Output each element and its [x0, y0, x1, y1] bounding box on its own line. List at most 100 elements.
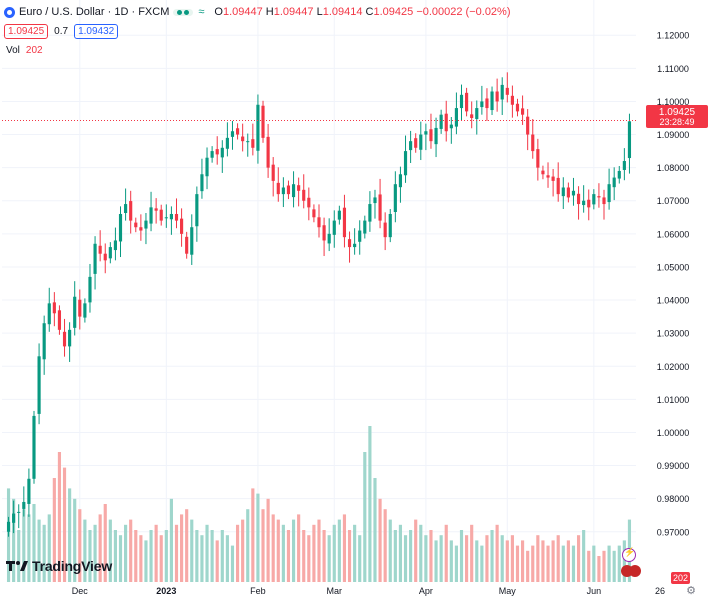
volume-bar	[271, 514, 275, 582]
volume-bar	[261, 509, 265, 582]
volume-legend[interactable]: Vol 202	[6, 45, 43, 56]
volume-bar	[215, 540, 219, 582]
candle-body	[429, 129, 433, 142]
euro-flag-icon	[4, 6, 15, 18]
candle-body	[286, 185, 291, 195]
volume-bar	[373, 478, 377, 582]
sell-price-button[interactable]: 1.09425	[4, 24, 49, 39]
price-tick-label: 1.02000	[657, 362, 690, 372]
price-tick-label: 1.04000	[657, 296, 690, 306]
compare-icon[interactable]: ≈	[198, 6, 205, 18]
candle-body	[174, 213, 179, 221]
volume-bar	[429, 530, 433, 582]
candle-body	[88, 276, 92, 303]
volume-bar	[541, 540, 545, 582]
volume-bar	[368, 426, 372, 582]
market-status-icon[interactable]	[173, 8, 194, 16]
candle-body	[551, 176, 555, 181]
candle-body	[561, 187, 565, 197]
volume-bar	[622, 540, 626, 582]
volume-bar	[291, 519, 296, 582]
volume-bar	[388, 519, 392, 582]
chart-header: Euro / U.S. Dollar · 1D · FXCM ≈ O1.0944…	[4, 4, 511, 39]
candle-body	[510, 95, 514, 105]
volume-bar	[480, 545, 484, 582]
buy-price-button[interactable]: 1.09432	[74, 24, 119, 39]
volume-bar	[225, 535, 229, 582]
volume-bar	[607, 545, 611, 582]
candle-body	[505, 87, 509, 95]
candle-body	[281, 187, 285, 195]
candle-body	[327, 233, 331, 244]
price-tick-label: 0.99000	[657, 461, 690, 471]
candle-body	[256, 104, 260, 151]
candle-body	[475, 108, 479, 119]
volume-bar	[561, 545, 565, 582]
price-tick-label: 1.10000	[657, 97, 690, 107]
volume-bars	[6, 426, 632, 582]
volume-bar	[444, 524, 448, 582]
volume-bar	[551, 540, 555, 582]
volume-bar	[571, 545, 576, 582]
volume-bar	[52, 478, 56, 582]
candle-body	[200, 174, 204, 192]
eu-flag-icon[interactable]	[629, 565, 641, 577]
volume-bar	[597, 556, 601, 582]
time-tick-label: Mar	[327, 586, 343, 596]
time-tick-label: Feb	[250, 586, 266, 596]
candle-body	[12, 513, 16, 523]
volume-bar	[454, 545, 458, 582]
candle-body	[393, 184, 397, 213]
symbol-title[interactable]: Euro / U.S. Dollar · 1D · FXCM	[19, 6, 170, 18]
candle-body	[205, 157, 209, 177]
volume-bar	[200, 535, 204, 582]
candle-body	[52, 302, 56, 314]
event-bolt-icon[interactable]	[622, 547, 636, 562]
volume-bar	[12, 498, 16, 582]
candle-body	[332, 220, 336, 235]
candle-body	[62, 331, 67, 347]
time-tick-label: 26	[655, 586, 665, 596]
candle-body	[144, 220, 148, 229]
volume-bar	[409, 530, 413, 582]
candle-body	[515, 103, 520, 112]
volume-bar	[612, 550, 616, 582]
volume-bar	[159, 535, 163, 582]
volume-bar	[47, 514, 51, 582]
candle-body	[271, 164, 275, 181]
candle-body	[454, 108, 458, 127]
candle-body	[98, 245, 102, 254]
candle-body	[627, 121, 632, 159]
price-tick-label: 1.01000	[657, 395, 690, 405]
candle-body	[500, 84, 504, 100]
candle-body	[6, 521, 11, 532]
volume-bar	[57, 452, 62, 582]
candle-body	[42, 323, 46, 360]
volume-bar	[342, 514, 347, 582]
candle-body	[342, 207, 347, 238]
volume-bar	[42, 524, 46, 582]
volume-bar	[424, 535, 428, 582]
candle-body	[409, 141, 413, 151]
candle-body	[195, 194, 199, 227]
time-tick-label: Dec	[72, 586, 89, 596]
candle-body	[388, 213, 392, 238]
candle-body	[215, 149, 219, 155]
ohlc-readout: O1.09447 H1.09447 L1.09414 C1.09425 −0.0…	[214, 6, 511, 18]
candle-body	[439, 114, 443, 129]
candle-body	[459, 94, 464, 109]
tradingview-logo[interactable]: TradingView	[6, 558, 112, 574]
volume-bar	[108, 519, 112, 582]
settings-gear-icon[interactable]: ⚙	[686, 585, 696, 597]
volume-bar	[78, 509, 82, 582]
volume-bar	[190, 519, 194, 582]
volume-bar	[353, 524, 357, 582]
volume-bar	[118, 535, 123, 582]
candle-body	[230, 131, 235, 137]
volume-bar	[546, 545, 550, 582]
volume-bar	[32, 504, 36, 582]
candle-body	[266, 136, 270, 168]
time-tick-label: Jun	[587, 586, 602, 596]
volume-bar	[322, 530, 326, 582]
